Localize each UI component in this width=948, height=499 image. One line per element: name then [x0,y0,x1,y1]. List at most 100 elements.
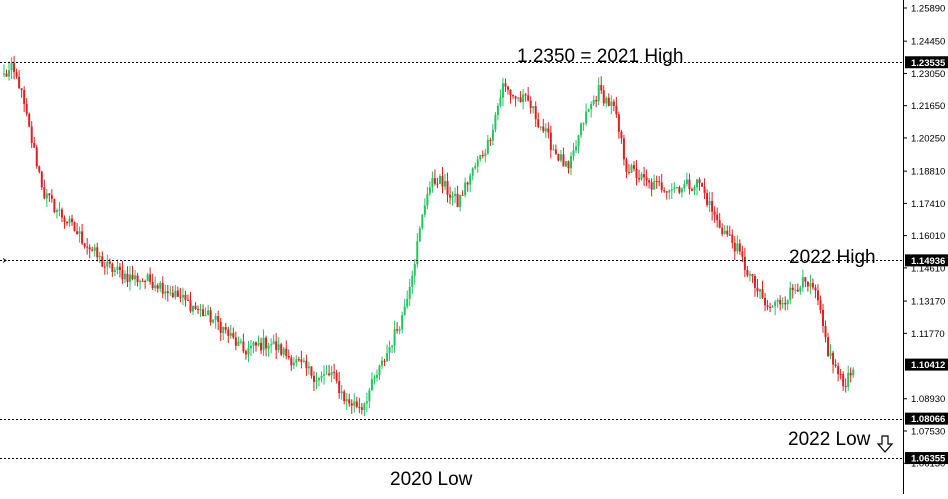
candle [272,334,275,345]
candle [670,183,673,200]
candle [396,322,399,334]
candle [769,302,772,313]
candle [134,269,137,286]
candle [814,284,817,299]
tick-label: 1.14610 [911,263,945,274]
candle [436,177,439,189]
candle [615,96,618,119]
candle [340,385,343,400]
annotation-2022-low: 2022 Low [788,429,871,450]
svg-text:1.08066: 1.08066 [911,414,945,425]
candle [751,273,754,284]
candle [96,242,99,262]
candle [444,173,446,191]
candle [302,357,305,363]
candle [559,149,562,163]
candle [161,276,164,298]
candle [789,281,792,305]
candle [799,285,802,295]
candle [517,97,520,102]
candle [219,318,222,341]
candle [335,369,338,384]
candle [358,397,361,414]
candle [255,341,257,352]
candle [718,213,721,229]
candle [325,365,328,375]
candle [290,354,293,372]
candle [733,236,736,261]
candle [154,276,157,292]
tick-label: 1.17410 [911,199,945,210]
candle [118,263,121,278]
candle [801,269,804,292]
candle [781,297,784,309]
candle [512,94,515,99]
candle [184,290,187,307]
candle [489,137,492,147]
candle [111,262,114,277]
candle [852,367,855,378]
candle [166,284,169,302]
candle [257,335,260,347]
candle [784,296,787,311]
candle [438,174,441,185]
candle [509,89,512,104]
candle [537,112,540,129]
candle [116,259,119,275]
candle [570,152,572,176]
candle [716,207,719,228]
candle [328,364,331,377]
candle [214,313,217,329]
candle [459,194,462,212]
candle [106,254,109,275]
candle [232,327,235,340]
candle [28,112,31,128]
candle [627,164,630,175]
candle [824,320,827,343]
candle [338,371,341,399]
candle [549,125,552,159]
level-price-tag: 1.06355 [905,452,948,465]
candle [25,97,28,117]
candle [149,267,152,285]
candle [323,365,326,385]
candle [822,303,824,333]
candle [726,225,729,238]
candle [469,173,472,193]
candle [680,187,683,198]
candle [413,259,416,285]
candle [139,279,142,290]
annotation-2020-low: 2020 Low [390,469,473,490]
candle [658,176,661,187]
candle [507,85,509,95]
candle [582,122,585,131]
candle [50,189,53,203]
candle [126,266,129,287]
candle [572,142,575,161]
candle [3,64,5,78]
candle [514,95,517,107]
candle [123,270,126,284]
candle [766,299,769,311]
candle [552,144,555,151]
candle [393,320,396,353]
candle [88,244,91,259]
candle [227,326,230,344]
candle [701,182,704,187]
candle [431,171,434,193]
candle [491,124,494,146]
candle [585,103,588,126]
candle [375,369,378,382]
candle [605,96,608,108]
candle [267,342,270,357]
candle [638,169,641,183]
candle [381,356,383,369]
candle [318,376,320,387]
candle [842,371,845,391]
annotation-2021-high: 1.2350 = 2021 High [517,46,683,67]
candle [217,310,220,331]
candle [685,172,688,187]
candle [386,344,389,362]
candle [33,136,36,149]
